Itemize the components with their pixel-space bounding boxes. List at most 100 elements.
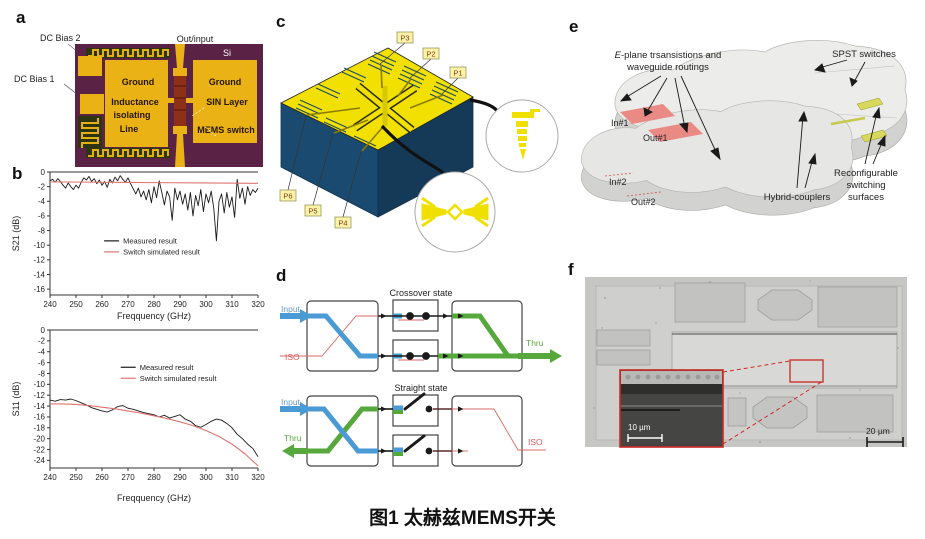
y-tick-label: -10 bbox=[33, 380, 45, 389]
dashed-leader-top bbox=[722, 360, 791, 373]
dc-bias-2-pad bbox=[78, 56, 102, 76]
flow-arrows bbox=[381, 313, 464, 359]
reconfig-line3: surfaces bbox=[848, 192, 884, 203]
port-comb-p4 bbox=[347, 135, 377, 159]
octagon-bottom bbox=[752, 396, 808, 429]
mems-leader bbox=[203, 125, 217, 137]
zoom-insets bbox=[380, 98, 559, 253]
port-p3: P3 bbox=[400, 34, 409, 43]
legend-label: Measured result bbox=[140, 363, 195, 372]
inductance-line3: Line bbox=[120, 124, 139, 134]
octagon-top bbox=[757, 289, 813, 321]
cpw-strip bbox=[166, 44, 194, 167]
panel-d-schematics: Crossover state bbox=[280, 288, 562, 467]
figure-caption: 图1 太赫兹MEMS开关 bbox=[369, 508, 556, 529]
thru-label-crossover: Thru bbox=[526, 338, 544, 348]
port-p6: P6 bbox=[283, 192, 292, 201]
legend-label: Switch simulated result bbox=[140, 374, 218, 383]
inset-scale-label: 10 µm bbox=[628, 423, 651, 432]
panel-f-sem: 10 µm 20 µm bbox=[585, 277, 907, 448]
y-tick-label: -12 bbox=[33, 391, 45, 400]
input-arrowhead-straight bbox=[300, 402, 312, 416]
panel-e-waveguide: E-plane trsansistions and waveguide rout… bbox=[581, 39, 908, 216]
main-scale-label: 20 µm bbox=[866, 426, 890, 436]
port-comb-p3 bbox=[367, 51, 397, 75]
port-p2: P2 bbox=[426, 50, 435, 59]
chip-photo: Ground Inductance isolating Line Ground … bbox=[75, 44, 263, 167]
panel-letter-a: a bbox=[16, 8, 26, 27]
annotation-arrows bbox=[619, 59, 886, 189]
in2-label: In#2 bbox=[609, 177, 627, 187]
thru-arrowhead-straight bbox=[282, 444, 294, 458]
x-tick-label: 250 bbox=[69, 473, 83, 482]
input-arrowhead bbox=[300, 309, 312, 323]
series-line bbox=[50, 403, 259, 467]
y-axis-label: S21 (dB) bbox=[11, 216, 21, 252]
x-tick-label: 240 bbox=[43, 473, 57, 482]
input-path-straight bbox=[307, 406, 378, 454]
y-tick-label: -6 bbox=[38, 358, 46, 367]
sin-leader bbox=[191, 107, 205, 117]
x-tick-label: 280 bbox=[147, 473, 161, 482]
bowtie-shape bbox=[421, 196, 489, 228]
eplane-patch-2 bbox=[648, 122, 703, 142]
si-label: Si bbox=[223, 48, 231, 58]
iso-path-straight bbox=[452, 408, 546, 451]
eplane-label-line1: E-plane trsansistions and bbox=[615, 50, 722, 61]
mems-switch-label: MEMS switch bbox=[197, 125, 255, 135]
panel-letter-b: b bbox=[12, 164, 23, 183]
in1-label: In#1 bbox=[611, 118, 629, 128]
straight-title: Straight state bbox=[394, 383, 447, 393]
y-tick-label: -18 bbox=[33, 424, 45, 433]
axis-frame bbox=[49, 330, 258, 469]
dc-bias-2-label: DC Bias 2 bbox=[40, 33, 81, 43]
x-tick-label: 320 bbox=[251, 473, 265, 482]
top-pattern bbox=[293, 51, 459, 159]
switches-open bbox=[403, 392, 452, 455]
y-tick-label: -16 bbox=[33, 285, 45, 294]
y-tick-label: -4 bbox=[38, 197, 46, 206]
meander-pattern-bottom bbox=[86, 148, 170, 158]
switching-surfaces bbox=[830, 97, 888, 143]
x-tick-label: 270 bbox=[121, 300, 135, 309]
reconfig-line1: Reconfigurable bbox=[834, 168, 898, 179]
panel-letter-c: c bbox=[276, 12, 286, 31]
stubs bbox=[393, 405, 403, 456]
x-tick-label: 260 bbox=[95, 473, 109, 482]
panel-c-3d-chip: P3 P2 P1 P6 P5 P4 bbox=[279, 31, 559, 253]
y-tick-label: -12 bbox=[33, 256, 45, 265]
input-label-straight: Input bbox=[281, 397, 301, 407]
ground-right-label: Ground bbox=[209, 77, 242, 87]
series-line bbox=[49, 175, 259, 242]
flow-arrows-straight bbox=[381, 406, 464, 454]
thru-path-straight bbox=[307, 406, 378, 454]
panel-a-micrograph: DC Bias 2 DC Bias 1 Out/input bbox=[14, 33, 263, 167]
y-tick-label: 0 bbox=[41, 168, 46, 177]
mems-bridge bbox=[174, 76, 186, 126]
x-axis-label: Freqquency (GHz) bbox=[117, 311, 191, 321]
x-tick-label: 240 bbox=[43, 300, 57, 309]
port-labels: P3 P2 P1 P6 P5 P4 bbox=[279, 31, 467, 229]
main-scale-bar bbox=[866, 437, 904, 447]
s21-chart: 240 250 260 270 280 290 300 310 320 0 -2 -4 -6 -8 -10 -… bbox=[11, 168, 265, 321]
x-tick-label: 310 bbox=[225, 473, 239, 482]
probe-shape bbox=[512, 109, 540, 160]
port-comb-p6 bbox=[293, 99, 323, 123]
y-tick-label: -2 bbox=[38, 337, 46, 346]
spst-label: SPST switches bbox=[832, 49, 896, 60]
x-tick-label: 290 bbox=[173, 300, 187, 309]
panel-letter-f: f bbox=[568, 260, 574, 279]
bowtie-inset-circle bbox=[414, 171, 496, 253]
x-tick-label: 300 bbox=[199, 300, 213, 309]
y-tick-label: -8 bbox=[38, 369, 46, 378]
legend-label: Measured result bbox=[123, 237, 178, 246]
out2-label: Out#2 bbox=[631, 197, 656, 207]
dashed-leader-bottom bbox=[722, 380, 824, 445]
iso-path bbox=[280, 315, 438, 357]
sin-layer-label: SIN Layer bbox=[206, 97, 248, 107]
input-label-crossover: Input bbox=[281, 304, 301, 314]
s11-chart: 240 250 260 270 280 290 300 310 320 0 -2 -4-6 -8 -10 -… bbox=[11, 326, 265, 503]
iso-label-crossover: ISO bbox=[285, 352, 300, 362]
y-tick-label: -22 bbox=[33, 445, 45, 454]
